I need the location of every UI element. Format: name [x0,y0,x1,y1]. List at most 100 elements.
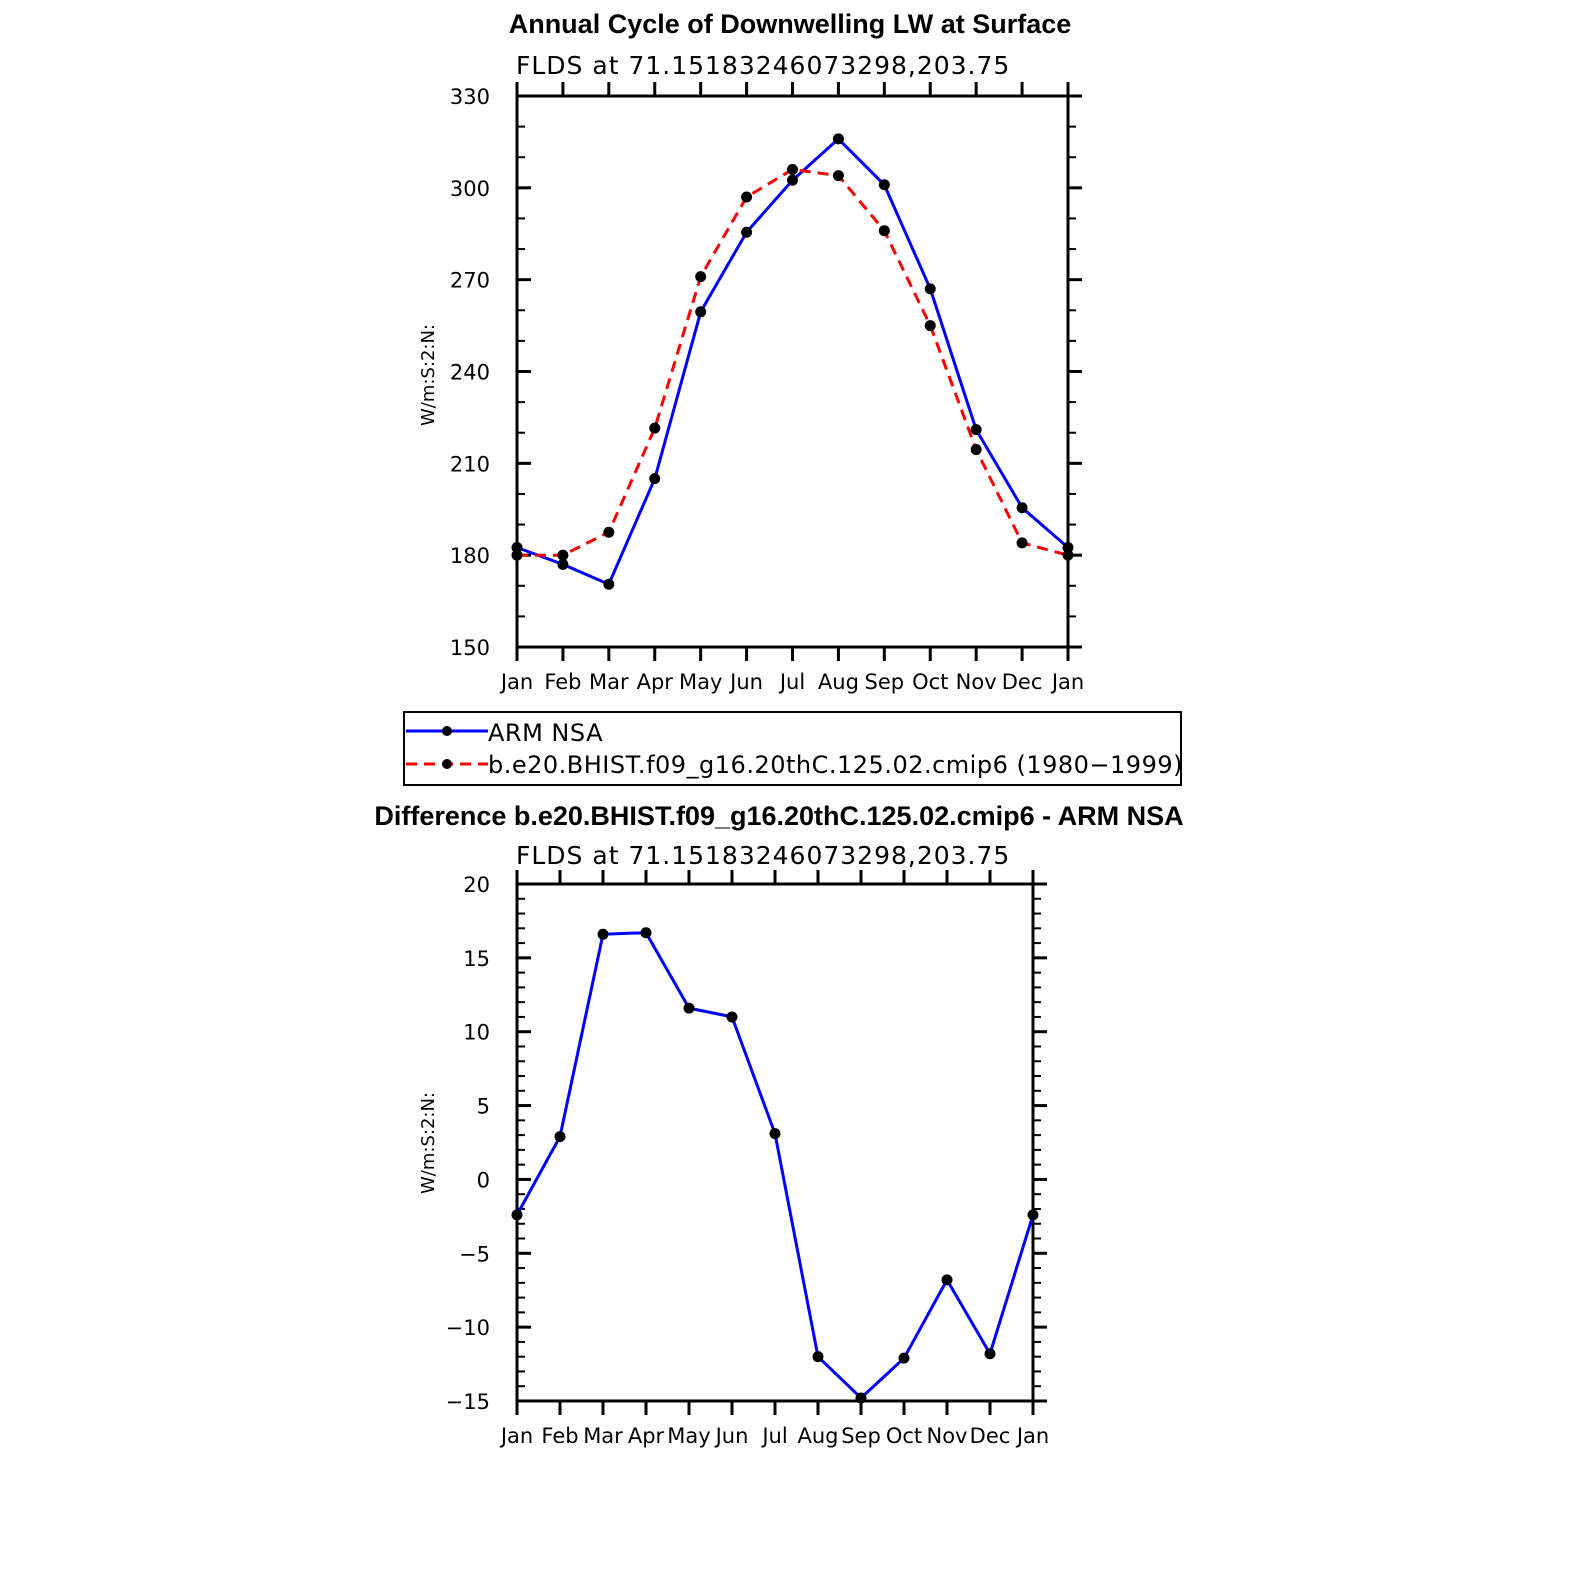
chart1-series-1-point [695,271,707,283]
chart2-series-0-point [812,1351,824,1363]
chart2-x-tick-label: Dec [970,1424,1011,1448]
chart1-x-tick-label: Dec [1002,670,1043,694]
chart2-plot-frame [515,882,1035,1403]
chart1-series-1-point [787,163,798,175]
chart2-y-tick-label: −15 [446,1390,490,1414]
chart1-series-1-point [649,422,661,434]
chart1-y-tick-label: 210 [450,452,490,476]
chart1-series-0-point [878,179,890,191]
chart2-y-ticks: −15 −10 −5 0 5 10 15 20 [446,873,1047,1414]
chart1-x-tick-label: Jan [1050,670,1084,694]
chart2-y-tick-label: 5 [477,1095,490,1119]
chart1-y-tick-label: 150 [450,636,490,660]
chart2-series-0-point [984,1348,996,1360]
legend: ARM NSA b.e20.BHIST.f09_g16.20thC.125.02… [403,711,1182,786]
chart1-series-0-point [787,174,798,186]
chart1-series-0-point [1016,502,1028,514]
chart2-y-tick-label: −5 [459,1242,490,1266]
chart1-series-0-point [603,578,615,590]
chart2-x-tick-label: Aug [797,1424,838,1448]
chart2-x-tick-label: Mar [583,1424,623,1448]
chart1-series-1-line [517,168,1069,557]
chart2-series-0-point [726,1011,738,1023]
chart1-x-tick-label: Apr [637,670,674,694]
chart2-series-0-point [941,1274,953,1286]
legend-box [403,711,1182,786]
chart1-series-0-point [970,424,982,436]
chart2-x-tick-label: Jan [1015,1424,1049,1448]
chart1-y-ticks: 150 180 210 240 270 300 330 [450,85,1082,660]
chart1-x-tick-label: Nov [956,670,997,694]
legend-item-arm-nsa: ARM NSA [406,719,603,747]
chart2-series-0-point [1027,1209,1039,1221]
chart2-series-0-point [511,1209,523,1221]
chart2-x-tick-label: Sep [841,1424,881,1448]
chart2-series-0-point [554,1131,566,1143]
chart1-x-tick-label: Jun [728,670,763,694]
chart1-y-tick-label: 180 [450,544,490,568]
chart1-y-axis-label: W/m:S:2:N: [418,324,439,426]
chart2-y-tick-label: 20 [463,873,490,897]
difference-chart: Difference b.e20.BHIST.f09_g16.20thC.125… [374,801,1183,1448]
chart1-series-0-line [516,137,1069,586]
chart2-x-tick-label: Jul [760,1424,787,1448]
chart1-series-0-point [832,133,844,145]
chart1-y-tick-label: 240 [450,361,490,385]
chart2-series-0-point [640,927,652,939]
annual-cycle-chart: Annual Cycle of Downwelling LW at Surfac… [418,9,1084,694]
legend-marker-model [442,759,452,769]
chart1-series-1-point [1062,549,1074,561]
chart1-x-tick-label: Oct [912,670,948,694]
chart2-x-tick-label: Jan [499,1424,533,1448]
chart2-title: Difference b.e20.BHIST.f09_g16.20thC.125… [374,801,1183,831]
chart2-y-axis-label: W/m:S:2:N: [418,1092,439,1194]
chart1-series-0-point [511,542,523,554]
chart1-series-1-point [832,170,844,182]
chart2-x-tick-label: Feb [541,1424,578,1448]
chart1-x-tick-label: Mar [589,670,629,694]
chart1-x-tick-label: Sep [865,670,905,694]
chart1-series-1-point [924,320,936,332]
chart2-y-tick-label: 0 [477,1168,490,1192]
chart1-series-1-point [511,549,523,561]
chart1-series-0-point [649,473,661,485]
chart2-x-tick-label: May [667,1424,710,1448]
chart2-series-0-point [855,1392,867,1404]
legend-marker-arm-nsa [442,726,452,736]
chart2-series-0-point [683,1002,695,1014]
chart1-series-1-point [603,526,615,538]
chart2-series-0-point [769,1128,781,1140]
chart1-series-1-point [878,225,890,237]
chart2-x-tick-label: Jun [714,1424,749,1448]
chart1-x-tick-label: May [679,670,722,694]
chart1-series-0-point [1062,542,1074,554]
chart1-y-tick-label: 300 [450,177,490,201]
chart1-x-ticks: Jan Feb Mar Apr May Jun Jul Aug Sep Oct Nov Dec Jan [499,82,1084,694]
chart1-series-1-point [1016,537,1028,549]
chart1-series-1-point [970,444,982,456]
chart2-series-0-point [597,928,609,940]
chart2-series-0-point [898,1352,910,1364]
chart1-series-1-point [741,191,753,203]
chart1-x-tick-label: Aug [818,670,859,694]
chart2-y-tick-label: 15 [463,947,490,971]
chart1-y-tick-label: 270 [450,269,490,293]
chart1-title: Annual Cycle of Downwelling LW at Surfac… [509,9,1072,39]
chart2-series [511,927,1039,1404]
legend-item-model: b.e20.BHIST.f09_g16.20thC.125.02.cmip6 (… [406,751,1182,779]
chart1-series-1-point [557,549,569,561]
chart2-x-tick-label: Oct [886,1424,922,1448]
chart2-x-tick-label: Nov [927,1424,968,1448]
chart1-y-tick-label: 330 [450,85,490,109]
chart1-subtitle: FLDS at 71.15183246073298,203.75 [516,51,1010,80]
chart2-y-tick-label: −10 [446,1316,490,1340]
chart1-series-0-point [924,283,936,295]
chart1-x-tick-label: Jan [499,670,533,694]
chart1-x-tick-label: Jul [778,670,805,694]
chart1-series [511,133,1074,590]
chart2-subtitle: FLDS at 71.15183246073298,203.75 [516,841,1010,870]
chart1-x-tick-label: Feb [544,670,581,694]
chart2-x-tick-label: Apr [628,1424,665,1448]
chart2-y-tick-label: 10 [463,1021,490,1045]
